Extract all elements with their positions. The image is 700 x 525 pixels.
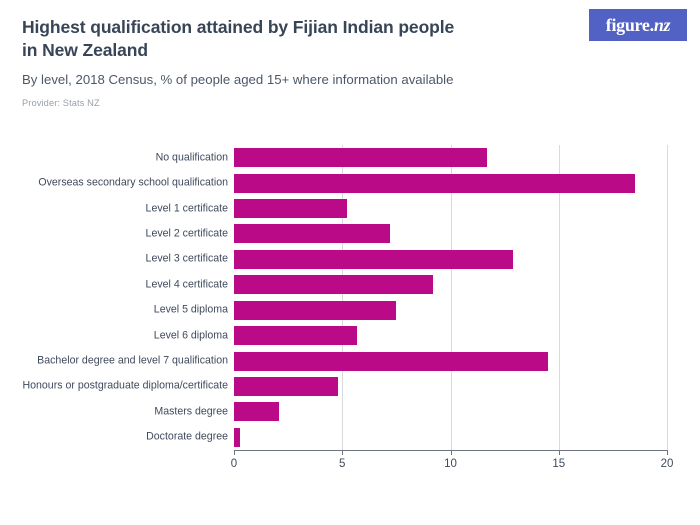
logo-suffix: nz xyxy=(653,15,671,35)
bar-rows: No qualification Overseas secondary schoo… xyxy=(0,145,700,450)
category-label: Masters degree xyxy=(154,405,228,418)
bar[interactable] xyxy=(234,376,338,396)
x-tick-mark xyxy=(234,450,235,455)
category-label: Level 5 diploma xyxy=(153,303,228,316)
bar[interactable] xyxy=(234,427,241,447)
category-label: Level 4 certificate xyxy=(145,278,228,291)
x-tick-mark xyxy=(667,450,668,455)
bar[interactable] xyxy=(234,173,635,193)
bar[interactable] xyxy=(234,351,548,371)
chart-subtitle: By level, 2018 Census, % of people aged … xyxy=(22,72,454,88)
category-label: Level 1 certificate xyxy=(145,202,228,215)
logo-text: figure.nz xyxy=(605,15,671,35)
x-tick-mark xyxy=(558,450,560,455)
category-label: Level 2 certificate xyxy=(145,227,228,240)
category-label: Overseas secondary school qualification xyxy=(38,176,228,189)
bar[interactable] xyxy=(234,148,488,168)
bar-row[interactable]: Honours or postgraduate diploma/certific… xyxy=(0,374,700,399)
x-tick-label: 0 xyxy=(230,458,238,470)
category-label: No qualification xyxy=(155,151,228,164)
x-tick-label: 20 xyxy=(660,458,674,470)
bar[interactable] xyxy=(234,275,434,295)
figurenz-logo[interactable]: figure.nz xyxy=(589,9,687,41)
page-title-line-2: in New Zealand xyxy=(22,40,148,61)
plot-area xyxy=(234,145,668,450)
category-label: Bachelor degree and level 7 qualificatio… xyxy=(37,354,228,367)
bar-row[interactable]: Overseas secondary school qualification xyxy=(0,170,700,195)
logo-name: figure. xyxy=(605,15,654,35)
bar[interactable] xyxy=(234,249,514,269)
bar[interactable] xyxy=(234,300,397,320)
x-tick-mark xyxy=(450,450,452,455)
bar-row[interactable]: Level 2 certificate xyxy=(0,221,700,246)
bar-row[interactable]: Bachelor degree and level 7 qualificatio… xyxy=(0,348,700,373)
chart-provider: Provider: Stats NZ xyxy=(22,98,100,109)
bar-row[interactable]: Level 4 certificate xyxy=(0,272,700,297)
category-label: Level 6 diploma xyxy=(153,329,228,342)
bar[interactable] xyxy=(234,402,280,422)
bar-chart: No qualification Overseas secondary schoo… xyxy=(0,140,700,500)
bar-row[interactable]: Level 6 diploma xyxy=(0,323,700,348)
bar[interactable] xyxy=(234,199,347,219)
category-label: Honours or postgraduate diploma/certific… xyxy=(22,380,228,393)
bar-row[interactable]: Level 5 diploma xyxy=(0,298,700,323)
bar-row[interactable]: Doctorate degree xyxy=(0,425,700,450)
page-title: Highest qualification attained by Fijian… xyxy=(22,16,542,62)
gridline xyxy=(450,145,452,450)
x-tick-label: 5 xyxy=(339,458,346,470)
gridline xyxy=(342,145,344,450)
page-title-line-1: Highest qualification attained by Fijian… xyxy=(22,17,455,37)
bar-row[interactable]: Masters degree xyxy=(0,399,700,424)
bar-row[interactable]: Level 3 certificate xyxy=(0,247,700,272)
gridline xyxy=(558,145,560,450)
bar-row[interactable]: Level 1 certificate xyxy=(0,196,700,221)
chart-header: Highest qualification attained by Fijian… xyxy=(22,16,542,108)
category-label: Level 3 certificate xyxy=(145,253,228,266)
gridline xyxy=(667,145,668,450)
x-tick-label: 15 xyxy=(552,458,566,470)
bar-row[interactable]: No qualification xyxy=(0,145,700,170)
bar[interactable] xyxy=(234,326,358,346)
bar[interactable] xyxy=(234,224,390,244)
x-tick-label: 10 xyxy=(444,458,457,470)
category-label: Doctorate degree xyxy=(146,430,228,443)
x-tick-mark xyxy=(342,450,344,455)
